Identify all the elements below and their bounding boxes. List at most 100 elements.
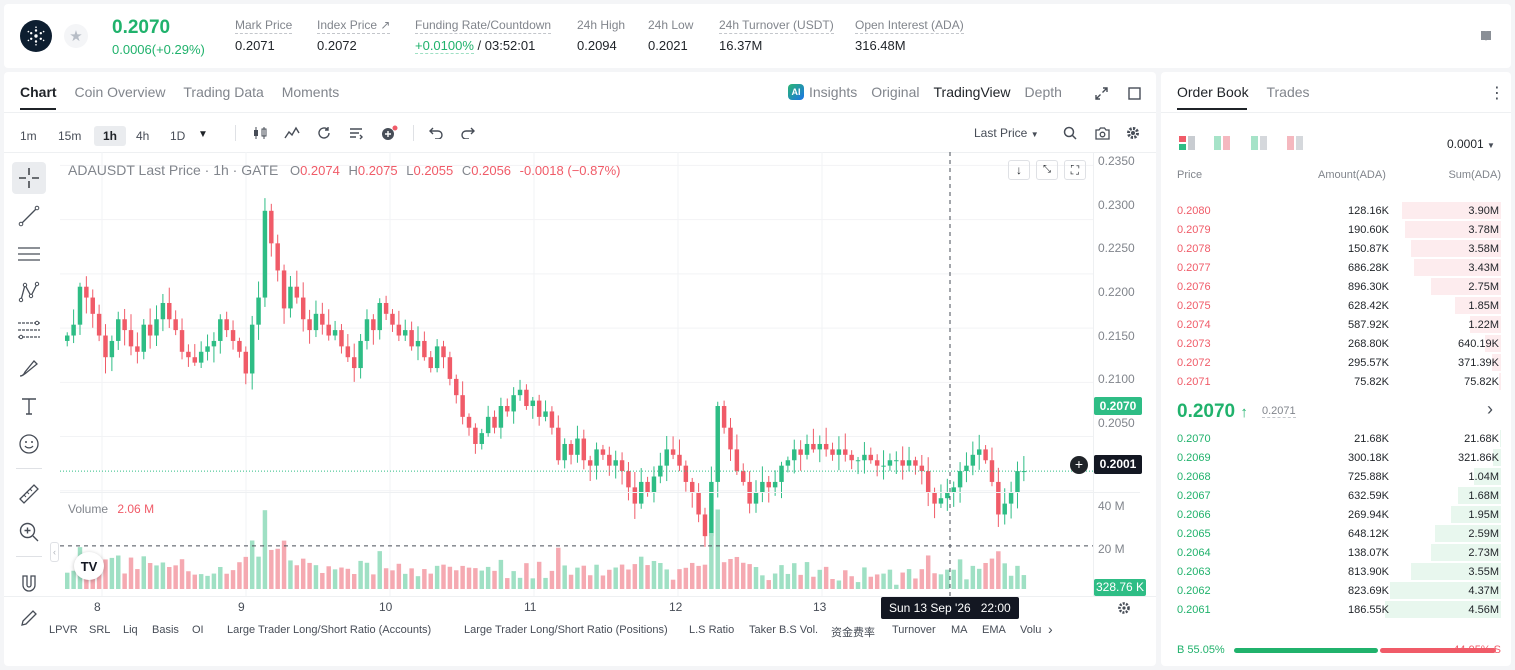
timeframe-1h[interactable]: 1h — [94, 126, 127, 146]
bid-row[interactable]: 0.2065 648.12K 2.59M — [1175, 524, 1501, 543]
camera-icon[interactable] — [1092, 123, 1112, 143]
indicator-large-trader-positions[interactable]: Large Trader Long/Short Ratio (Positions… — [464, 624, 668, 636]
depth-bar — [1414, 259, 1501, 276]
ask-row[interactable]: 0.2077 686.28K 3.43M — [1175, 258, 1501, 277]
expand-icon[interactable] — [1092, 84, 1110, 102]
ask-row[interactable]: 0.2075 628.42K 1.85M — [1175, 296, 1501, 315]
precision-select[interactable]: 0.0001 ▼ — [1447, 137, 1495, 151]
timeframe-4h[interactable]: 4h — [136, 129, 150, 143]
indicator-taker-bs-vol[interactable]: Taker B.S Vol. — [749, 624, 819, 636]
price-type-select[interactable]: Last Price ▼ — [974, 126, 1039, 140]
zoom-in-icon[interactable] — [12, 516, 46, 548]
volume-bar — [409, 568, 414, 589]
gear-icon[interactable] — [1123, 123, 1143, 143]
timeframe-dropdown-icon[interactable]: ▼ — [198, 129, 208, 140]
ask-row[interactable]: 0.2074 587.92K 1.22M — [1175, 315, 1501, 334]
pattern-tool-icon[interactable] — [12, 276, 46, 308]
timeframe-1d[interactable]: 1D — [170, 129, 186, 143]
undo-icon[interactable] — [426, 123, 446, 143]
text-tool-icon[interactable] — [12, 390, 46, 422]
indicator-ma[interactable]: MA — [951, 624, 968, 636]
indicator-lpvr[interactable]: LPVR — [49, 624, 78, 636]
ask-row[interactable]: 0.2079 190.60K 3.78M — [1175, 220, 1501, 239]
timeframe-1m[interactable]: 1m — [20, 129, 37, 143]
indicator-basis[interactable]: Basis — [152, 624, 179, 636]
ask-row[interactable]: 0.2078 150.87K 3.58M — [1175, 239, 1501, 258]
tab-coin-overview[interactable]: Coin Overview — [74, 84, 166, 100]
fib-tool-icon[interactable] — [12, 314, 46, 346]
bid-row[interactable]: 0.2066 269.94K 1.95M — [1175, 505, 1501, 524]
brush-tool-icon[interactable] — [12, 352, 46, 384]
view-bids-icon[interactable] — [1251, 136, 1267, 150]
bid-row[interactable]: 0.2067 632.59K 1.68M — [1175, 486, 1501, 505]
search-icon[interactable] — [1060, 123, 1080, 143]
tab-chart[interactable]: Chart — [20, 84, 57, 100]
indicators-icon[interactable] — [282, 123, 302, 143]
alert-list-icon[interactable] — [346, 123, 366, 143]
view-both-icon[interactable] — [1179, 136, 1195, 150]
view-mixed-icon[interactable] — [1214, 136, 1230, 150]
tab-moments[interactable]: Moments — [281, 84, 340, 100]
maximize-pane-icon[interactable]: ⛶ — [1064, 160, 1086, 180]
ruler-tool-icon[interactable] — [12, 478, 46, 510]
replay-icon[interactable] — [314, 123, 334, 143]
timeframe-15m[interactable]: 15m — [58, 129, 82, 143]
bid-row[interactable]: 0.2064 138.07K 2.73M — [1175, 543, 1501, 562]
indicator-srl[interactable]: SRL — [89, 624, 111, 636]
arrow-down-icon[interactable]: ↓ — [1008, 160, 1030, 180]
chevron-right-icon[interactable]: › — [1487, 399, 1493, 419]
tab-tradingview[interactable]: TradingView — [933, 84, 1011, 100]
indicator-ema[interactable]: EMA — [982, 624, 1006, 636]
pencil-lock-icon[interactable] — [12, 606, 46, 630]
indicator-volume[interactable]: Volu — [1020, 624, 1042, 636]
tab-order-book[interactable]: Order Book — [1177, 84, 1249, 100]
axis-settings-icon[interactable] — [1116, 600, 1132, 616]
volume-bar — [741, 562, 746, 589]
add-indicator-icon[interactable] — [378, 123, 400, 143]
ask-row[interactable]: 0.2076 896.30K 2.75M — [1175, 277, 1501, 296]
ask-row[interactable]: 0.2080 128.16K 3.90M — [1175, 201, 1501, 220]
ask-row[interactable]: 0.2073 268.80K 640.19K — [1175, 334, 1501, 353]
indicator-ls-ratio[interactable]: L.S Ratio — [689, 624, 735, 636]
book-icon[interactable] — [1476, 26, 1496, 46]
collapse-pane-icon[interactable]: ⤡ — [1036, 160, 1058, 180]
volume-bar — [428, 573, 433, 589]
collapse-toolbar-icon[interactable]: ‹ — [50, 542, 59, 562]
bid-row[interactable]: 0.2063 813.90K 3.55M — [1175, 562, 1501, 581]
bid-row[interactable]: 0.2069 300.18K 321.86K — [1175, 448, 1501, 467]
volume-bar — [721, 562, 727, 589]
indicator-funding-rate[interactable]: 资金费率 — [831, 627, 875, 639]
redo-icon[interactable] — [458, 123, 478, 143]
trend-line-tool-icon[interactable] — [12, 200, 46, 232]
emoji-tool-icon[interactable] — [12, 428, 46, 460]
bid-row[interactable]: 0.2070 21.68K 21.68K — [1175, 429, 1501, 448]
candle-style-icon[interactable] — [250, 123, 270, 143]
indicator-oi[interactable]: OI — [192, 624, 204, 636]
add-alert-icon[interactable]: + — [1070, 456, 1088, 474]
tab-insights[interactable]: Insights — [809, 84, 858, 100]
bid-row[interactable]: 0.2068 725.88K 1.04M — [1175, 467, 1501, 486]
ask-row[interactable]: 0.2072 295.57K 371.39K — [1175, 353, 1501, 372]
chevron-right-icon[interactable]: › — [1048, 621, 1053, 637]
horizontal-lines-tool-icon[interactable] — [12, 238, 46, 270]
indicator-turnover[interactable]: Turnover — [892, 624, 936, 636]
stat-index-price[interactable]: Index Price ↗ 0.2072 — [317, 18, 391, 53]
depth-bar — [1402, 202, 1501, 219]
view-asks-icon[interactable] — [1287, 136, 1303, 150]
tab-trading-data[interactable]: Trading Data — [183, 84, 264, 100]
indicator-liq[interactable]: Liq — [123, 624, 138, 636]
price-chart-canvas[interactable] — [60, 152, 1100, 597]
tab-depth[interactable]: Depth — [1024, 84, 1062, 100]
ask-row[interactable]: 0.2071 75.82K 75.82K — [1175, 372, 1501, 391]
tab-original[interactable]: Original — [871, 84, 920, 100]
window-icon[interactable] — [1125, 84, 1143, 102]
tab-trades[interactable]: Trades — [1266, 84, 1310, 100]
magnet-icon[interactable] — [12, 568, 46, 600]
tradingview-logo[interactable]: TV — [74, 552, 104, 580]
bid-row[interactable]: 0.2061 186.55K 4.56M — [1175, 600, 1501, 619]
bid-row[interactable]: 0.2062 823.69K 4.37M — [1175, 581, 1501, 600]
favorite-star-icon[interactable]: ★ — [64, 24, 88, 48]
more-options-icon[interactable]: ⋮ — [1489, 85, 1505, 102]
crosshair-tool-icon[interactable] — [12, 162, 46, 194]
indicator-large-trader-accounts[interactable]: Large Trader Long/Short Ratio (Accounts) — [227, 624, 432, 636]
